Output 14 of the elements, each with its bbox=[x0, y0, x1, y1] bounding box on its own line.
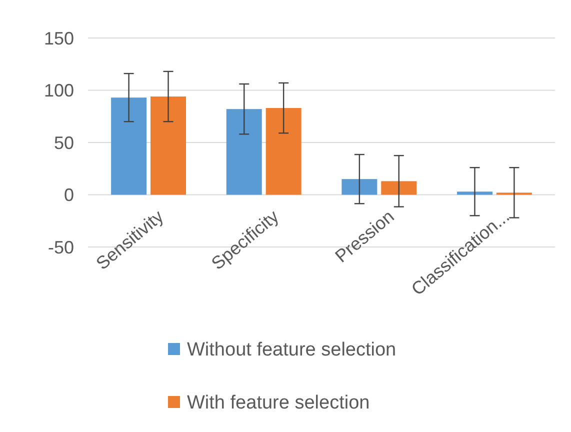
y-tick-label: 100 bbox=[44, 80, 74, 101]
y-tick-label: 50 bbox=[54, 132, 74, 153]
bar bbox=[456, 192, 492, 195]
y-tick-label: 0 bbox=[64, 185, 74, 206]
bar bbox=[342, 179, 378, 195]
legend-label: With feature selection bbox=[187, 392, 370, 414]
bar bbox=[111, 98, 147, 195]
bar bbox=[150, 96, 186, 195]
bar bbox=[266, 108, 302, 195]
legend-label: Without feature selection bbox=[187, 340, 396, 361]
y-tick-label: -50 bbox=[48, 237, 74, 258]
bar bbox=[226, 109, 262, 195]
bar bbox=[381, 181, 417, 195]
y-tick-label: 150 bbox=[44, 28, 74, 48]
